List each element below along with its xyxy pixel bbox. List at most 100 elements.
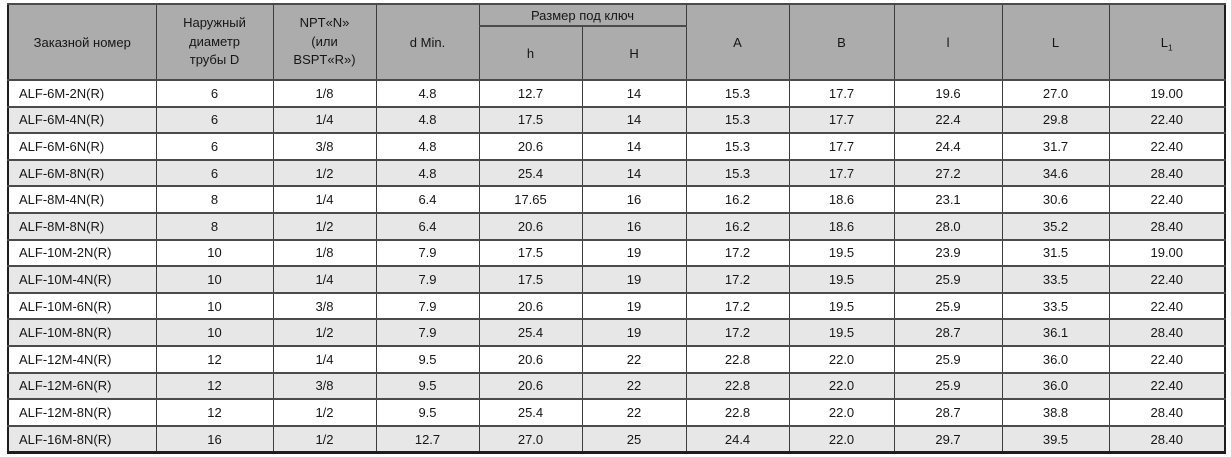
value-cell: 7.9	[375, 238, 480, 268]
value-cell: 15.3	[685, 105, 790, 135]
header-l1-subscript: 1	[1168, 42, 1173, 53]
value-cell: 22.8	[685, 398, 790, 427]
value-cell: 1/4	[272, 185, 377, 214]
value-cell: 3/8	[272, 132, 377, 161]
value-cell: 38.8	[1001, 398, 1110, 427]
value-cell: 17.5	[478, 238, 583, 268]
value-cell: 30.6	[1001, 185, 1110, 214]
value-cell: 28.40	[1108, 318, 1226, 347]
value-cell: 7.9	[375, 265, 480, 294]
value-cell: 15.3	[685, 79, 790, 108]
value-cell: 17.2	[685, 265, 790, 294]
value-cell: 17.65	[478, 185, 583, 214]
value-cell: 19.00	[1108, 238, 1226, 268]
value-cell: 22.0	[788, 371, 895, 401]
value-cell: 14	[581, 158, 687, 188]
value-cell: 33.5	[1001, 291, 1110, 321]
value-cell: 34.6	[1001, 158, 1110, 188]
header-npt-line: BSPT«R»)	[293, 52, 356, 68]
value-cell: 22.40	[1108, 291, 1226, 321]
value-cell: 20.6	[478, 211, 583, 241]
value-cell: 25.9	[893, 291, 1003, 321]
value-cell: 1/2	[272, 398, 377, 427]
value-cell: 17.5	[478, 105, 583, 135]
value-cell: 16	[581, 211, 687, 241]
value-cell: 17.2	[685, 291, 790, 321]
value-cell: 12.7	[375, 424, 480, 454]
value-cell: 22	[581, 371, 687, 401]
value-cell: 20.6	[478, 371, 583, 401]
value-cell: 1/8	[272, 238, 377, 268]
header-outer-diameter-line: Наружный	[183, 15, 246, 31]
value-cell: 6	[155, 158, 274, 188]
value-cell: 25.9	[893, 371, 1003, 401]
value-cell: 9.5	[375, 371, 480, 401]
order-number-cell: ALF-6M-8N(R)	[7, 158, 157, 188]
value-cell: 27.2	[893, 158, 1003, 188]
order-number-cell: ALF-10M-2N(R)	[7, 238, 157, 268]
value-cell: 33.5	[1001, 265, 1110, 294]
value-cell: 15.3	[685, 158, 790, 188]
value-cell: 19.5	[788, 318, 895, 347]
value-cell: 17.7	[788, 158, 895, 188]
value-cell: 22.40	[1108, 105, 1226, 135]
value-cell: 7.9	[375, 318, 480, 347]
value-cell: 25.9	[893, 344, 1003, 374]
value-cell: 22.40	[1108, 265, 1226, 294]
table-row: ALF-12M-8N(R) 12 1/2 9.5 25.4 22 22.8 22.0 28.7 3…	[7, 398, 1226, 427]
value-cell: 4.8	[375, 132, 480, 161]
value-cell: 22.40	[1108, 132, 1226, 161]
value-cell: 16	[581, 185, 687, 214]
value-cell: 36.0	[1001, 371, 1110, 401]
value-cell: 19.00	[1108, 79, 1226, 108]
value-cell: 27.0	[1001, 79, 1110, 108]
value-cell: 25.4	[478, 158, 583, 188]
value-cell: 17.5	[478, 265, 583, 294]
table-row: ALF-8M-8N(R) 8 1/2 6.4 20.6 16 16.2 18.6 28.0 35.…	[7, 211, 1226, 241]
value-cell: 19	[581, 265, 687, 294]
value-cell: 22.4	[893, 105, 1003, 135]
order-number-cell: ALF-6M-6N(R)	[7, 132, 157, 161]
order-number-cell: ALF-10M-6N(R)	[7, 291, 157, 321]
order-number-cell: ALF-12M-8N(R)	[7, 398, 157, 427]
header-wrench-size-group: Размер под ключ	[478, 3, 687, 27]
value-cell: 19.5	[788, 291, 895, 321]
table-row: ALF-10M-6N(R) 10 3/8 7.9 20.6 19 17.2 19.5 25.9 3…	[7, 291, 1226, 321]
value-cell: 1/8	[272, 79, 377, 108]
table-row: ALF-16M-8N(R) 16 1/2 12.7 27.0 25 24.4 22.0 29.7…	[7, 424, 1226, 454]
value-cell: 3/8	[272, 371, 377, 401]
header-row-group: Заказной номер Наружный диаметр трубы D …	[7, 3, 1226, 81]
value-cell: 25.4	[478, 398, 583, 427]
value-cell: 1/2	[272, 318, 377, 347]
value-cell: 10	[155, 238, 274, 268]
value-cell: 1/2	[272, 211, 377, 241]
table-row: ALF-6M-6N(R) 6 3/8 4.8 20.6 14 15.3 17.7 24.4 31.…	[7, 132, 1226, 161]
header-npt-line: (или	[311, 33, 338, 49]
value-cell: 1/4	[272, 344, 377, 374]
value-cell: 27.0	[478, 424, 583, 454]
value-cell: 8	[155, 185, 274, 214]
header-row-sub: h H	[8, 25, 1225, 81]
value-cell: 19	[581, 318, 687, 347]
value-cell: 15.3	[685, 132, 790, 161]
value-cell: 4.8	[375, 79, 480, 108]
header-l1-base: L	[1160, 34, 1169, 50]
value-cell: 1/2	[272, 424, 377, 454]
order-number-cell: ALF-10M-8N(R)	[7, 318, 157, 347]
value-cell: 17.2	[685, 318, 790, 347]
header-d-min: d Min.	[375, 3, 480, 81]
order-number-cell: ALF-12M-4N(R)	[7, 344, 157, 374]
value-cell: 31.7	[1001, 132, 1110, 161]
order-number-cell: ALF-6M-2N(R)	[7, 79, 157, 108]
value-cell: 18.6	[788, 211, 895, 241]
value-cell: 17.7	[788, 79, 895, 108]
value-cell: 9.5	[375, 344, 480, 374]
table-row: ALF-10M-2N(R) 10 1/8 7.9 17.5 19 17.2 19.5 23.9 3…	[7, 238, 1226, 268]
value-cell: 7.9	[375, 291, 480, 321]
value-cell: 20.6	[478, 291, 583, 321]
value-cell: 12	[155, 371, 274, 401]
value-cell: 23.1	[893, 185, 1003, 214]
value-cell: 28.40	[1108, 398, 1226, 427]
value-cell: 25	[581, 424, 687, 454]
